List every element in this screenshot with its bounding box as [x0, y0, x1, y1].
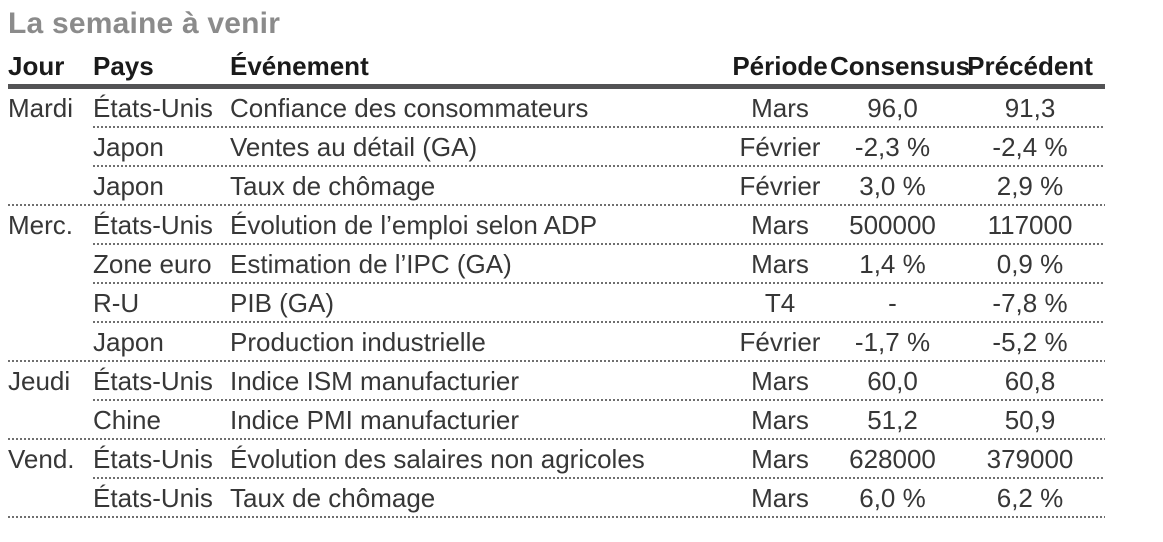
column-header-jour: Jour [8, 51, 65, 81]
cell-period: Mars [751, 249, 809, 279]
cell-event: Indice ISM manufacturier [230, 366, 520, 396]
table-row: Merc. États-Unis Évolution de l’emploi s… [8, 206, 1105, 245]
table-row: Mardi États-Unis Confiance des consommat… [8, 89, 1105, 128]
cell-event: Indice PMI manufacturier [230, 405, 520, 435]
cell-consensus: 3,0 % [859, 171, 926, 201]
cell-previous: 379000 [986, 444, 1074, 474]
cell-previous: -7,8 % [992, 288, 1068, 318]
row-divider [93, 321, 1105, 323]
cell-previous: 2,9 % [996, 171, 1064, 201]
cell-consensus: 96,0 [867, 93, 918, 123]
cell-event: PIB (GA) [230, 288, 335, 318]
table-row: Japon Ventes au détail (GA) Février -2,3… [8, 128, 1105, 167]
table-row: Japon Production industrielle Février -1… [8, 323, 1105, 362]
cell-country: États-Unis [93, 483, 213, 513]
cell-period: Mars [751, 483, 809, 513]
cell-period: T4 [764, 288, 796, 318]
economic-calendar-page: La semaine à venir Jour Pays Événement P… [8, 7, 1105, 518]
table-row: Japon Taux de chômage Février 3,0 % 2,9 … [8, 167, 1105, 206]
cell-period: Février [739, 132, 821, 162]
table-row: R-U PIB (GA) T4 - -7,8 % [8, 284, 1105, 323]
row-divider [8, 516, 1105, 518]
cell-country: Japon [93, 171, 164, 201]
cell-period: Mars [751, 444, 809, 474]
cell-consensus: 1,4 % [859, 249, 926, 279]
cell-previous: 50,9 [1004, 405, 1056, 435]
cell-consensus: 500000 [849, 210, 936, 240]
cell-day: Vend. [8, 444, 75, 474]
column-header-precedent: Précédent [967, 51, 1093, 81]
row-divider [93, 243, 1105, 245]
table-row: États-Unis Taux de chômage Mars 6,0 % 6,… [8, 479, 1105, 518]
cell-consensus: -2,3 % [854, 132, 931, 162]
row-divider [8, 360, 1105, 362]
cell-period: Mars [751, 405, 809, 435]
cell-previous: 60,8 [1004, 366, 1056, 396]
cell-period: Février [739, 327, 821, 357]
cell-event: Évolution de l’emploi selon ADP [230, 210, 598, 240]
cell-previous: -5,2 % [992, 327, 1068, 357]
cell-previous: -2,4 % [992, 132, 1068, 162]
cell-consensus: -1,7 % [854, 327, 931, 357]
cell-previous: 6,2 % [996, 483, 1064, 513]
cell-day: Mardi [8, 93, 74, 123]
cell-country: Japon [93, 132, 164, 162]
cell-country: États-Unis [93, 444, 213, 474]
cell-consensus: 60,0 [867, 366, 918, 396]
page-title: La semaine à venir [8, 7, 281, 40]
row-divider [8, 204, 1105, 206]
cell-previous: 91,3 [1004, 93, 1056, 123]
cell-country: États-Unis [93, 210, 213, 240]
cell-previous: 0,9 % [996, 249, 1064, 279]
column-header-periode: Période [732, 51, 828, 81]
cell-country: États-Unis [93, 366, 213, 396]
column-header-consensus: Consensus [830, 51, 971, 81]
row-divider [93, 126, 1105, 128]
table-row: Zone euro Estimation de l’IPC (GA) Mars … [8, 245, 1105, 284]
cell-country: Chine [93, 405, 161, 435]
cell-period: Février [739, 171, 821, 201]
cell-event: Taux de chômage [230, 483, 436, 513]
table-row: Chine Indice PMI manufacturier Mars 51,2… [8, 401, 1105, 440]
cell-event: Ventes au détail (GA) [230, 132, 478, 162]
cell-consensus: - [888, 288, 897, 318]
row-divider [93, 399, 1105, 401]
cell-event: Production industrielle [230, 327, 486, 357]
cell-consensus: 6,0 % [859, 483, 926, 513]
cell-day: Jeudi [8, 366, 71, 396]
events-table: Jour Pays Événement Période Consensus Pr… [8, 42, 1105, 518]
table-row: Vend. États-Unis Évolution des salaires … [8, 440, 1105, 479]
row-divider [93, 477, 1105, 479]
table-header-row: Jour Pays Événement Période Consensus Pr… [8, 42, 1105, 84]
cell-country: Japon [93, 327, 164, 357]
cell-event: Taux de chômage [230, 171, 436, 201]
header-divider [8, 84, 1105, 89]
cell-country: États-Unis [93, 93, 213, 123]
cell-event: Confiance des consommateurs [230, 93, 589, 123]
cell-event: Évolution des salaires non agricoles [230, 444, 645, 474]
cell-previous: 117000 [987, 210, 1073, 240]
cell-day: Merc. [8, 210, 73, 240]
table-body: Mardi États-Unis Confiance des consommat… [8, 89, 1105, 518]
cell-consensus: 51,2 [867, 405, 918, 435]
cell-country: Zone euro [93, 249, 212, 279]
cell-event: Estimation de l’IPC (GA) [230, 249, 512, 279]
cell-period: Mars [751, 93, 809, 123]
cell-period: Mars [751, 210, 809, 240]
cell-consensus: 628000 [849, 444, 936, 474]
column-header-evenement: Événement [230, 51, 369, 81]
cell-period: Mars [751, 366, 809, 396]
table-row: Jeudi États-Unis Indice ISM manufacturie… [8, 362, 1105, 401]
column-header-pays: Pays [93, 51, 154, 81]
row-divider [93, 165, 1105, 167]
row-divider [8, 438, 1105, 440]
row-divider [93, 282, 1105, 284]
cell-country: R-U [93, 288, 140, 318]
